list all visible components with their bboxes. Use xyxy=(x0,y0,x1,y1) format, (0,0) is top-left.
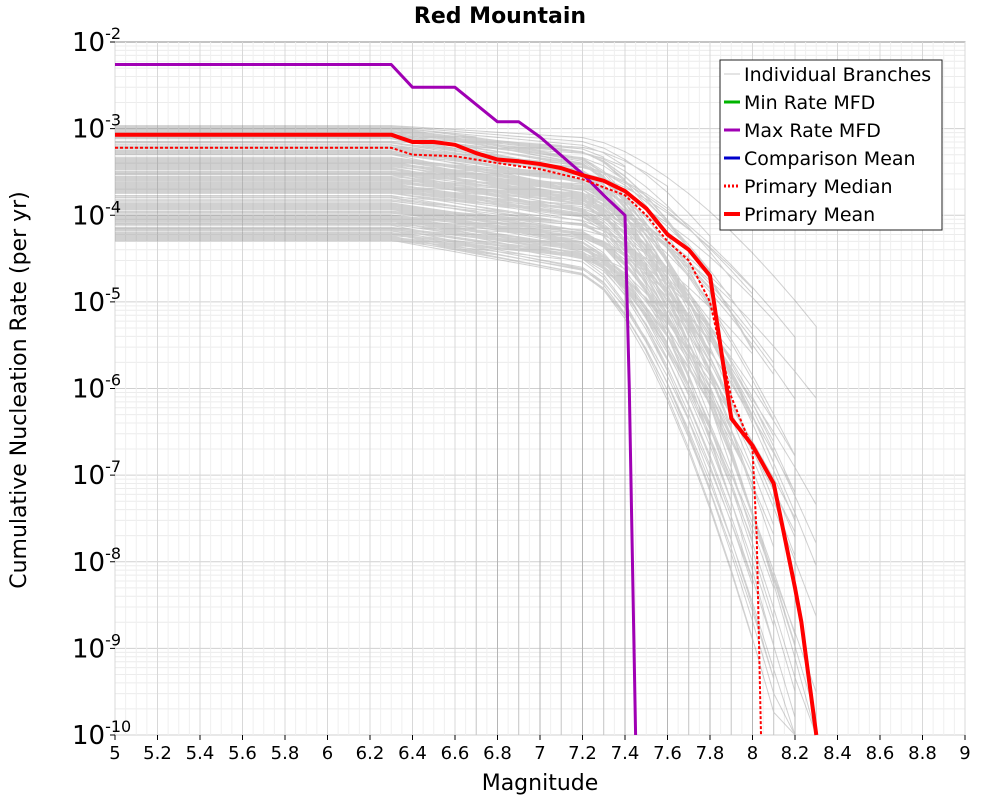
x-tick-label: 5.6 xyxy=(228,743,257,764)
x-tick-label: 8.4 xyxy=(823,743,852,764)
x-tick-label: 7.2 xyxy=(568,743,597,764)
legend-item: Primary Mean xyxy=(724,204,875,226)
y-tick-label: 10-5 xyxy=(72,284,121,318)
x-tick-label: 9 xyxy=(959,743,970,764)
y-tick-label: 10-3 xyxy=(72,111,121,145)
legend-label: Comparison Mean xyxy=(744,148,916,170)
x-tick-label: 5.2 xyxy=(143,743,172,764)
x-tick-label: 6.8 xyxy=(483,743,512,764)
legend-label: Individual Branches xyxy=(744,64,931,86)
series-line-max-rate-mfd xyxy=(115,63,638,736)
x-tick-label: 8 xyxy=(747,743,758,764)
legend: Individual Branches Min Rate MFD Max Rate … xyxy=(719,59,943,231)
x-tick-label: 6 xyxy=(322,743,333,764)
x-tick-label: 7 xyxy=(534,743,545,764)
x-tick-label: 8.8 xyxy=(908,743,937,764)
y-tick-label: 10-8 xyxy=(72,544,121,578)
legend-box xyxy=(719,59,943,231)
legend-item: Max Rate MFD xyxy=(724,120,881,142)
x-tick-label: 8.2 xyxy=(781,743,810,764)
x-axis-ticks: 5 5.2 5.4 5.6 5.8 6 6.2 6.4 6.6 6.8 7 7.2 7.4 7.6 7.8 8… xyxy=(109,735,971,764)
x-tick-label: 7.8 xyxy=(696,743,725,764)
individual-branches xyxy=(115,125,817,736)
legend-label: Primary Mean xyxy=(744,204,875,226)
series-line-primary-median xyxy=(115,146,762,736)
y-axis-label: Cumulative Nucleation Rate (per yr) xyxy=(7,191,32,589)
x-tick-label: 5.8 xyxy=(271,743,300,764)
series-line-primary-mean xyxy=(115,132,819,736)
x-tick-label: 6.2 xyxy=(356,743,385,764)
y-tick-label: 10-10 xyxy=(72,717,131,751)
legend-label: Primary Median xyxy=(744,176,893,198)
y-tick-label: 10-7 xyxy=(72,457,121,491)
x-tick-label: 8.6 xyxy=(866,743,895,764)
branch-curves xyxy=(115,125,817,736)
x-tick-label: 7.6 xyxy=(653,743,682,764)
y-tick-label: 10-9 xyxy=(72,630,121,664)
x-tick-label: 6.6 xyxy=(441,743,470,764)
legend-label: Max Rate MFD xyxy=(744,120,881,142)
legend-item: Comparison Mean xyxy=(724,148,916,170)
y-tick-label: 10-6 xyxy=(72,371,121,405)
legend-item: Min Rate MFD xyxy=(724,92,875,114)
legend-item: Primary Median xyxy=(724,176,893,198)
legend-item: Individual Branches xyxy=(724,64,931,86)
legend-label: Min Rate MFD xyxy=(744,92,875,114)
x-tick-label: 5.4 xyxy=(186,743,215,764)
x-tick-label: 7.4 xyxy=(611,743,640,764)
x-tick-label: 6.4 xyxy=(398,743,427,764)
x-axis-label: Magnitude xyxy=(482,771,599,796)
x-tick-label: 5 xyxy=(109,743,120,764)
y-tick-label: 10-2 xyxy=(72,24,121,58)
chart-title: Red Mountain xyxy=(414,4,586,29)
y-axis-ticks: 10-10 10-9 10-8 10-7 10-6 10-5 10-4 10-3 10-2 xyxy=(72,24,131,751)
series-layer xyxy=(115,63,819,736)
y-tick-label: 10-4 xyxy=(72,197,121,231)
